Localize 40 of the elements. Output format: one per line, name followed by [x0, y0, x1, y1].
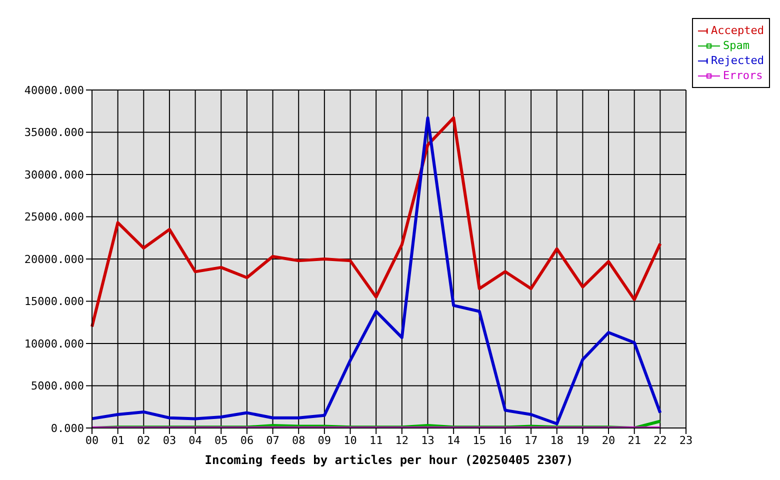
- x-tick-label: 14: [446, 434, 461, 447]
- y-tick-label: 5000.000: [31, 380, 84, 393]
- x-tick-label: 02: [137, 434, 150, 447]
- x-tick-label: 10: [344, 434, 357, 447]
- legend-label: Spam: [723, 38, 750, 53]
- x-tick-label: 01: [111, 434, 124, 447]
- x-tick-label: 13: [421, 434, 434, 447]
- x-axis-title: Incoming feeds by articles per hour (20250405 2307): [204, 453, 574, 467]
- y-tick-label: 25000.000: [24, 210, 84, 224]
- x-tick-label: 18: [550, 434, 564, 447]
- x-tick-label: 16: [498, 434, 512, 447]
- x-tick-label: 21: [628, 434, 641, 447]
- line-series: [90, 116, 662, 328]
- x-tick-label: 20: [602, 434, 616, 447]
- x-tick-label: 12: [395, 434, 409, 447]
- x-tick-label: 17: [524, 434, 538, 447]
- x-tick-label: 09: [318, 434, 332, 447]
- x-tick-label: 11: [369, 434, 383, 447]
- y-tick-label: 20000.000: [24, 252, 84, 266]
- x-tick-label: 05: [214, 434, 228, 447]
- line-series: [90, 116, 662, 426]
- legend-label: Errors: [723, 68, 763, 83]
- x-tick-label: 06: [240, 434, 254, 447]
- x-tick-label: 22: [654, 434, 667, 447]
- y-tick-label: 30000.000: [24, 168, 84, 182]
- y-tick-label: 10000.000: [24, 337, 84, 350]
- y-tick-label: 35000.000: [24, 126, 84, 140]
- x-tick-label: 07: [266, 434, 280, 447]
- x-tick-label: 15: [472, 434, 486, 447]
- x-tick-label: 19: [576, 434, 590, 447]
- y-tick-label: 40000.000: [24, 84, 84, 97]
- y-tick-label: 15000.000: [24, 295, 84, 308]
- legend-label: Rejected: [711, 53, 764, 68]
- x-tick-label: 08: [292, 434, 306, 447]
- x-tick-label: 04: [188, 434, 202, 447]
- x-tick-label: 03: [162, 434, 176, 447]
- y-tick-label: 0.000: [50, 422, 84, 435]
- legend-label: Accepted: [711, 23, 764, 38]
- x-tick-label: 23: [679, 434, 693, 447]
- x-tick-label: 00: [85, 434, 99, 447]
